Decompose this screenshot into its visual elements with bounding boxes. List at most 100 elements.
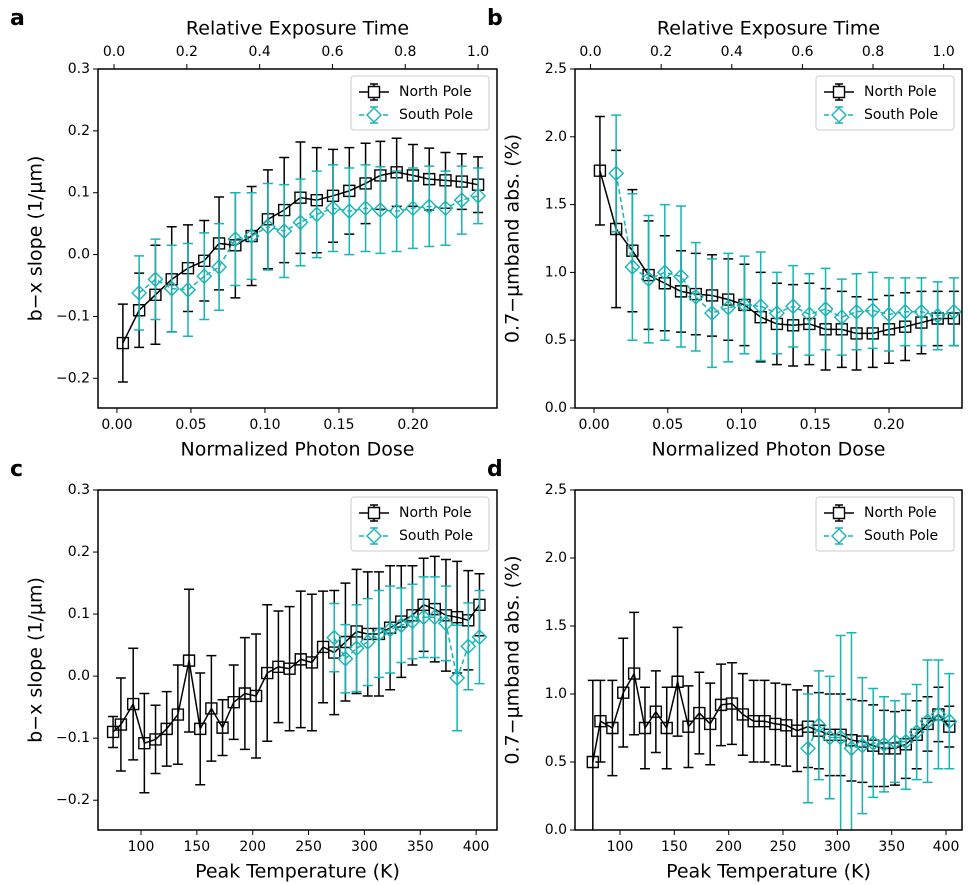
legend-marker (831, 107, 847, 123)
panel-letter: d (487, 457, 503, 482)
y-tick-label: −0.1 (56, 730, 90, 746)
error-bar (474, 589, 485, 685)
error-bar (217, 698, 228, 757)
top-x-axis-label: Relative Exposure Time (657, 18, 880, 40)
marker (930, 706, 947, 723)
error-bar (473, 167, 484, 225)
x-tick-label: 0.10 (726, 417, 757, 433)
marker (627, 667, 641, 680)
marker (790, 724, 804, 737)
marker (899, 320, 912, 333)
marker (276, 223, 293, 240)
panel-2: c 100 150 200 250 300 350 400 −0.2 −0.1 0.0 0.1 0.2 0… (10, 457, 498, 883)
error-bar (108, 715, 119, 749)
marker (160, 722, 173, 736)
x-tick-label: 0.15 (800, 417, 831, 433)
marker (359, 177, 372, 190)
error-bar (868, 687, 879, 799)
panel-letter: b (487, 6, 503, 31)
marker (163, 280, 180, 297)
marker (205, 702, 218, 715)
error-bar (396, 587, 407, 664)
error-bar (694, 671, 705, 755)
legend-label: South Pole (864, 107, 938, 123)
legend-box (815, 75, 955, 131)
marker (227, 695, 240, 709)
top-x-tick-label: 1.0 (933, 44, 955, 60)
marker (671, 675, 684, 688)
panel-3: d 100 150 200 250 300 350 400 0.0 0.5 1.0 1.5 2.0 2.5… (487, 457, 963, 883)
error-bar (362, 597, 373, 687)
marker (406, 169, 420, 182)
marker (294, 191, 307, 204)
marker (198, 254, 211, 267)
y-axis-label: b−x slope (1/μm) (25, 577, 47, 743)
error-bar (391, 170, 402, 253)
error-bar (607, 679, 618, 777)
marker (803, 317, 816, 331)
plot-area (106, 555, 488, 794)
marker (945, 303, 962, 320)
error-bar (723, 252, 734, 363)
y-tick-label: 1.0 (545, 686, 567, 702)
marker (626, 244, 639, 257)
marker (470, 187, 487, 204)
marker (768, 305, 785, 322)
top-x-tick-label: 0.2 (650, 44, 672, 60)
plot-frame (574, 68, 963, 409)
y-tick-label: 0.0 (68, 247, 90, 263)
marker (449, 670, 466, 686)
y-tick-label: 0.3 (68, 61, 90, 77)
error-bar (150, 704, 161, 775)
y-axis-label: 0.7−μmband abs. (%) (502, 555, 524, 764)
marker (455, 175, 468, 188)
marker (897, 733, 914, 750)
marker (131, 284, 148, 301)
marker (886, 733, 903, 750)
x-tick-label: 0.20 (397, 417, 428, 433)
marker (703, 717, 717, 731)
error-bar (239, 636, 250, 751)
marker (913, 303, 930, 320)
marker (785, 298, 802, 315)
marker (594, 715, 607, 728)
x-tick-label: 0.00 (101, 417, 132, 433)
marker (182, 654, 196, 667)
marker (471, 178, 485, 191)
error-bar (707, 258, 718, 369)
marker (337, 650, 354, 667)
x-tick-label: 200 (715, 839, 742, 855)
error-bar (273, 610, 284, 724)
marker (819, 323, 832, 336)
marker (404, 200, 421, 217)
legend-label: North Pole (864, 505, 937, 521)
marker (720, 299, 737, 316)
legend-marker (831, 528, 847, 544)
marker (390, 166, 403, 179)
x-tick-label: 300 (351, 839, 378, 855)
marker (388, 203, 405, 220)
x-tick-label: 0.00 (578, 417, 609, 433)
marker (211, 258, 228, 275)
error-bar (755, 251, 766, 362)
error-bar (944, 672, 955, 770)
error-bar (166, 244, 177, 333)
marker (866, 327, 879, 340)
error-bar (690, 241, 701, 352)
error-bar (594, 115, 605, 226)
marker (359, 634, 376, 650)
marker (705, 289, 719, 302)
marker (638, 721, 652, 735)
error-bar (916, 277, 927, 347)
y-tick-label: 0.1 (68, 185, 90, 201)
marker (882, 323, 896, 336)
error-bar (627, 193, 638, 341)
x-tick-label: 0.15 (323, 417, 354, 433)
error-bar (463, 602, 474, 691)
marker (374, 169, 387, 182)
legend-marker (832, 85, 846, 99)
series-line (138, 195, 479, 294)
error-bar (770, 682, 781, 766)
error-bar (328, 164, 339, 253)
